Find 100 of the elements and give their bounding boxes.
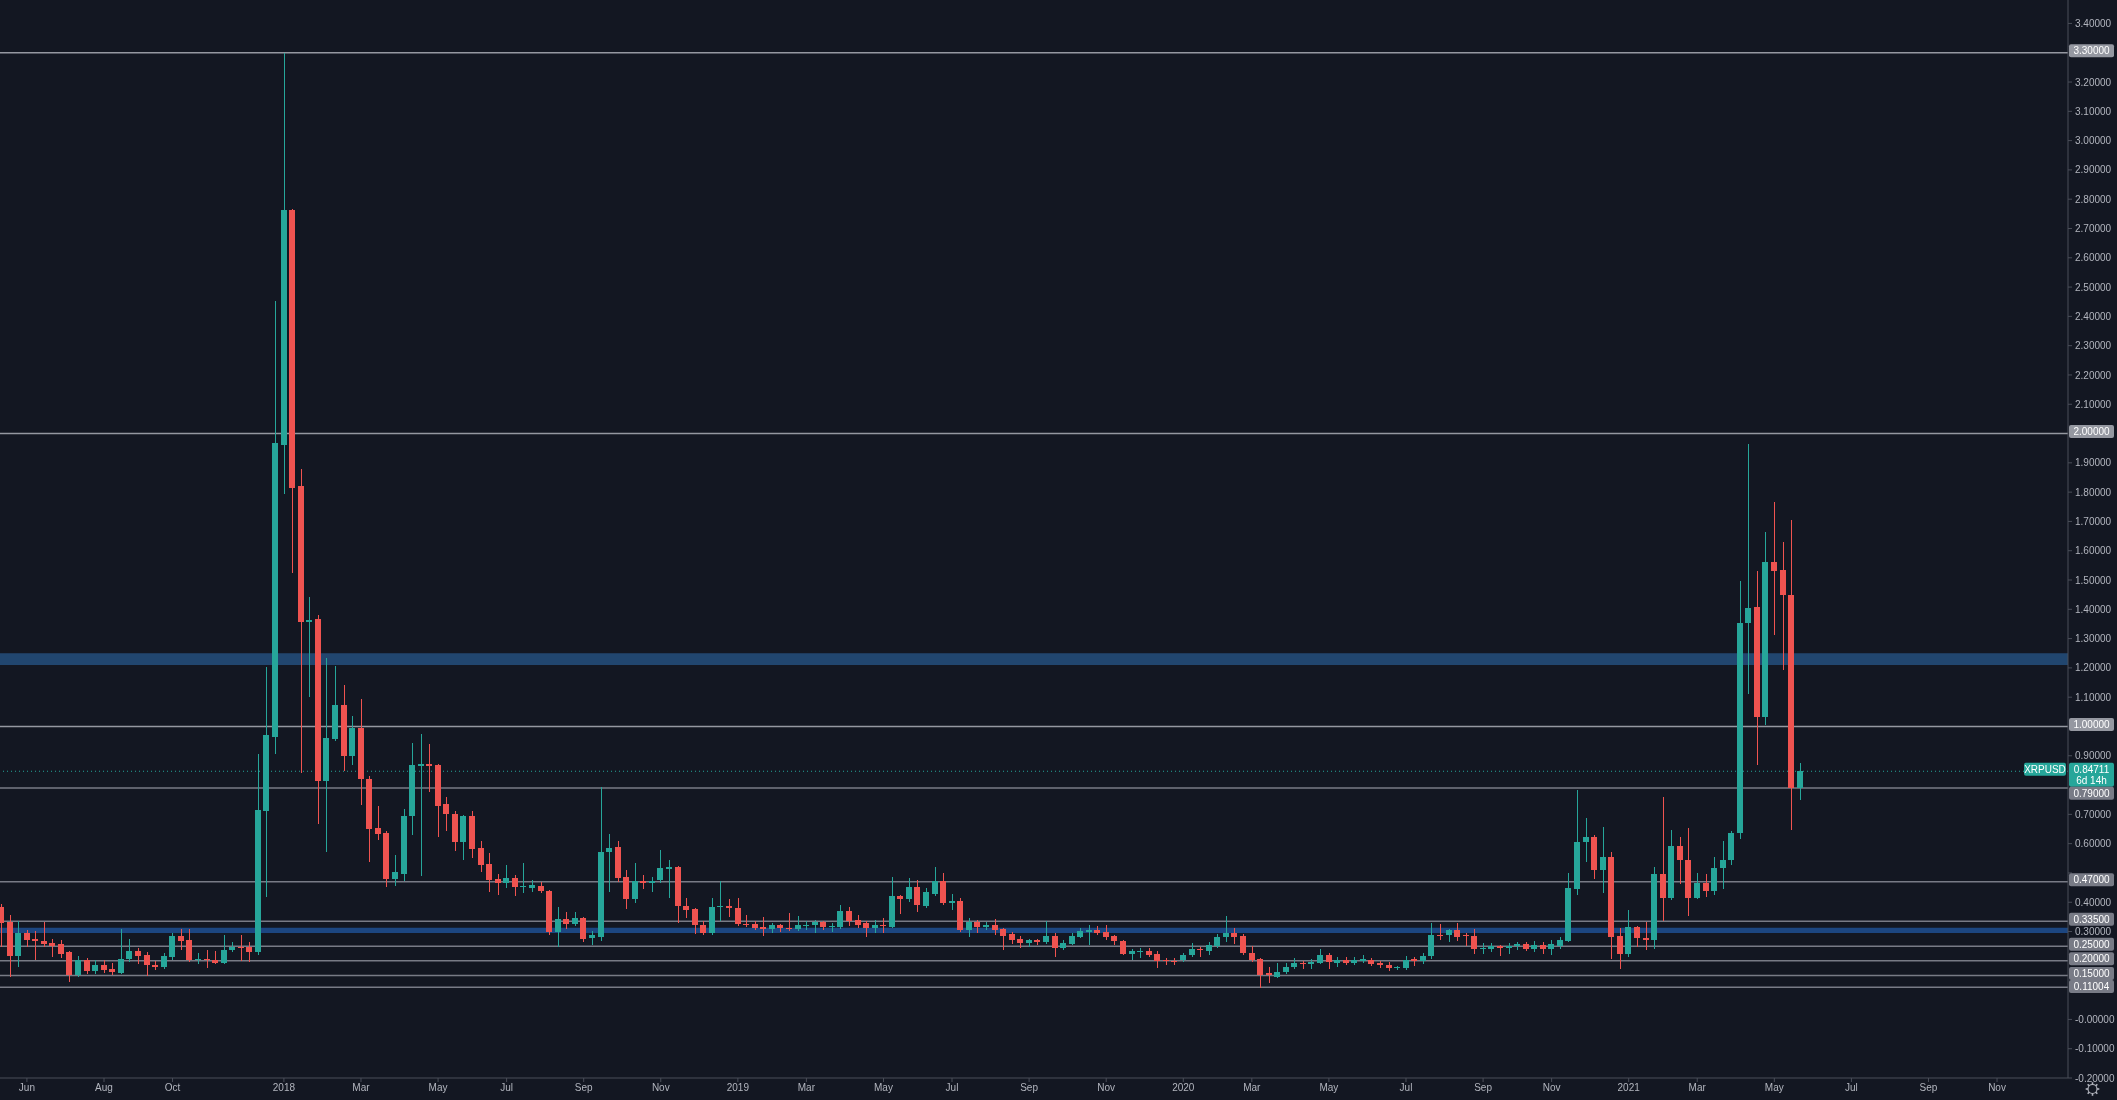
x-tick-label: Aug [95, 1082, 113, 1094]
y-tick-label: 1.90000 [2075, 457, 2112, 469]
x-tick-label: Mar [797, 1082, 816, 1094]
x-tick-label: Nov [1988, 1082, 2006, 1094]
candlestick [1480, 943, 1486, 954]
y-tick-label: 0.40000 [2075, 896, 2112, 908]
y-tick-label: 1.50000 [2075, 574, 2112, 586]
y-tick-label: 0.60000 [2075, 838, 2112, 850]
candlestick [914, 880, 920, 912]
y-tick-label: 1.80000 [2075, 486, 2112, 498]
candlestick [760, 916, 766, 936]
candlestick [932, 867, 938, 896]
y-tick-label: 3.20000 [2075, 76, 2112, 88]
candlestick [657, 850, 663, 884]
candlestick [75, 956, 81, 978]
candlestick [520, 863, 526, 894]
candlestick [580, 916, 586, 942]
candlestick [1677, 836, 1683, 885]
candlestick [1411, 956, 1417, 966]
candlestick [1711, 857, 1717, 896]
candlestick [1240, 933, 1246, 955]
candlestick [949, 894, 955, 911]
candlestick [212, 951, 218, 965]
candlestick [837, 905, 843, 929]
y-tick-label: 0.90000 [2075, 750, 2112, 762]
candlestick [940, 872, 946, 905]
x-tick-label: Mar [1243, 1082, 1262, 1094]
y-tick-label: 2.90000 [2075, 164, 2112, 176]
candlestick [1428, 922, 1434, 960]
y-tick-label: 1.10000 [2075, 691, 2112, 703]
candlestick [692, 907, 698, 934]
candlestick [683, 897, 689, 919]
candlestick [743, 915, 749, 927]
x-tick-label: May [874, 1082, 893, 1094]
candlestick [1506, 943, 1512, 954]
y-tick-label: 2.50000 [2075, 281, 2112, 293]
ref-line-label: 0.15000 [2073, 967, 2111, 979]
ref-line-label: 3.30000 [2073, 45, 2111, 57]
candlestick [1266, 966, 1272, 983]
candlestick [66, 951, 72, 983]
candlestick [632, 863, 638, 904]
x-tick-label: Mar [1688, 1082, 1707, 1094]
y-tick-label: 2.40000 [2075, 310, 2112, 322]
candlestick [1720, 841, 1726, 889]
candlestick [392, 854, 398, 886]
y-tick-label: 2.10000 [2075, 398, 2112, 410]
y-tick-label: 2.70000 [2075, 223, 2112, 235]
x-tick-label: Sep [574, 1082, 594, 1094]
candlestick [512, 875, 518, 896]
ref-line-label: 0.25000 [2073, 938, 2111, 950]
x-tick-label: May [1319, 1082, 1339, 1094]
candlestick [1394, 965, 1400, 971]
y-tick-label: 1.60000 [2075, 545, 2112, 557]
x-tick-label: May [428, 1082, 448, 1094]
x-tick-label: Jun [18, 1082, 35, 1094]
candlestick [880, 917, 886, 933]
candlestick [1634, 925, 1640, 948]
candlestick [966, 917, 972, 937]
ref-line-label: 0.84711 [2073, 763, 2110, 775]
candlestick [144, 951, 150, 977]
candlestick [1600, 826, 1606, 893]
candlestick [803, 920, 809, 930]
candlestick [126, 939, 132, 963]
candlestick [649, 877, 655, 893]
candlestick [426, 743, 432, 792]
x-tick-label: May [1764, 1082, 1784, 1094]
candlestick [49, 939, 55, 957]
candlestick [15, 920, 21, 968]
candlestick [1043, 920, 1049, 945]
ref-line-label: 0.11004 [2073, 980, 2110, 992]
candlestick [923, 888, 929, 909]
candlestick [1223, 916, 1229, 943]
annotation: XRPUSD [2024, 763, 2066, 775]
y-tick-label: -0.20000 [2075, 1072, 2115, 1084]
candlestick [555, 907, 561, 947]
y-tick-label: 1.40000 [2075, 603, 2112, 615]
candlestick [1583, 818, 1589, 862]
x-tick-label: Sep [1474, 1082, 1493, 1094]
candlestick [1617, 928, 1623, 970]
candlestick [623, 870, 629, 910]
x-tick-label: Oct [164, 1082, 181, 1094]
candlestick [1497, 945, 1503, 956]
candlestick [640, 875, 646, 890]
x-tick-label: 2019 [726, 1082, 750, 1094]
candlestick [246, 941, 252, 962]
x-tick-label: 2021 [1617, 1082, 1641, 1094]
x-tick-label: Jul [1845, 1082, 1858, 1094]
x-tick-label: 2018 [272, 1082, 296, 1094]
ref-line-label: 0.20000 [2073, 953, 2111, 965]
y-tick-label: 1.30000 [2075, 633, 2112, 645]
y-tick-label: 2.20000 [2075, 369, 2112, 381]
candlestick [666, 860, 672, 898]
candlestick [118, 928, 124, 975]
ref-line-label: 0.79000 [2073, 787, 2111, 799]
candlestick [906, 877, 912, 903]
candlestick [1000, 927, 1006, 951]
ref-line-label: 2.00000 [2073, 426, 2111, 438]
y-tick-label: -0.00000 [2075, 1013, 2115, 1025]
candlestick [1052, 932, 1058, 958]
candlestick [829, 922, 835, 932]
